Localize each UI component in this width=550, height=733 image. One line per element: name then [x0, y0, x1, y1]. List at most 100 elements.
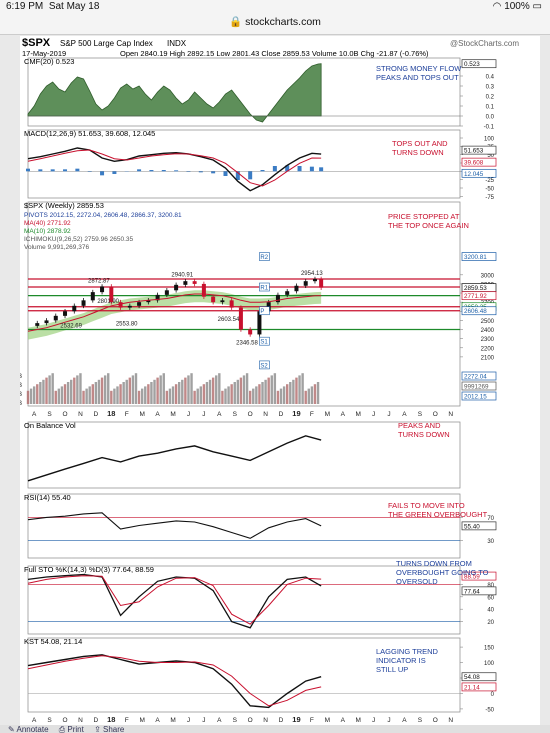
sto-tick-label: 60	[487, 595, 494, 601]
price-candle-body	[146, 300, 151, 303]
obv-note: PEAKS AND TURNS DOWN	[398, 421, 450, 439]
sto-k-value: 77.64	[464, 588, 480, 595]
volume-bar	[29, 388, 33, 404]
rsi-tick-label: 30	[487, 539, 494, 545]
rsi-tick-label: 70	[487, 516, 494, 522]
annotate-button[interactable]: ✎ Annotate	[8, 725, 49, 733]
month-axis-label: N	[448, 411, 453, 418]
sto-note: TURNS DOWN FROM OVERBOUGHT GOING TO OVERSO…	[396, 559, 489, 586]
volume-bar	[70, 379, 73, 404]
pivot-tag-box	[259, 282, 270, 292]
volume-bar	[131, 375, 135, 404]
ma10-label: MA(10) 2878.92	[24, 228, 71, 235]
month-axis-label: N	[78, 411, 83, 418]
macd-histogram-bar	[235, 171, 240, 180]
price-candle-body	[63, 311, 68, 316]
volume-bar	[215, 375, 218, 404]
cmf-label: CMF(20) 0.523	[24, 57, 74, 66]
obv-label: On Balance Vol	[24, 421, 76, 430]
pivot-tag: R2	[260, 255, 268, 261]
pivots-label: PIVOTS 2012.15, 2272.04, 2606.48, 2866.3…	[24, 212, 182, 219]
month-axis-label: M	[170, 411, 175, 418]
address-bar[interactable]: 🔒 stockcharts.com	[0, 14, 550, 35]
volume-bar	[282, 386, 286, 404]
volume-bar	[181, 379, 184, 404]
month-axis-label: D	[94, 717, 99, 724]
index-name: S&P 500 Large Cap Index	[60, 39, 153, 48]
volume-bar	[236, 379, 240, 404]
price-point-label: 2532.69	[60, 323, 82, 329]
volume-bar	[218, 373, 221, 404]
volume-bar	[184, 377, 187, 404]
price-right-tag-box	[461, 391, 497, 401]
price-right-tag: 2272.04	[464, 374, 487, 381]
volume-bar	[196, 388, 199, 404]
volume-bar	[310, 386, 314, 404]
price-candle-body	[312, 278, 317, 282]
volume-bar	[178, 382, 181, 404]
volume-bar	[76, 375, 79, 404]
price-right-tag-box	[461, 252, 497, 261]
battery-icon: ▭	[532, 1, 542, 12]
macd-tick-label: -50	[485, 187, 494, 193]
volume-bar	[45, 377, 48, 404]
ma40-line	[27, 293, 322, 332]
price-candle-body	[164, 290, 169, 295]
sto-d-line	[27, 575, 322, 625]
kst-note: LAGGING TREND INDICATOR IS STILL UP	[376, 647, 439, 674]
print-button[interactable]: ⎙ Print	[58, 725, 84, 733]
price-right-tag: 9991269	[464, 384, 489, 391]
stockchart-svg: $SPX S&P 500 Large Cap Index INDX @Stock…	[11, 37, 519, 724]
volume-bar	[116, 386, 119, 404]
month-axis-label: M	[325, 411, 330, 418]
macd-histogram-bar	[309, 166, 314, 172]
volume-bar	[233, 382, 236, 404]
month-axis-label: N	[78, 717, 83, 724]
volume-bar	[245, 373, 249, 404]
month-axis-label: A	[402, 411, 407, 418]
pivot-tag: S1	[260, 340, 268, 346]
macd-histogram-bar	[319, 167, 324, 172]
volume-bar	[128, 377, 132, 404]
cmf-tick-label: 0.2	[486, 95, 495, 101]
volume-bar	[100, 377, 104, 404]
macd-histogram-bar	[149, 170, 154, 172]
sto-tick-label: 80	[487, 583, 494, 589]
price-candle-body	[109, 286, 114, 303]
price-frame	[27, 201, 461, 407]
month-axis-label: N	[448, 717, 453, 724]
month-axis-label: N	[263, 411, 268, 418]
kst-signal-value-box	[461, 682, 497, 692]
macd-histogram-bar	[198, 171, 203, 173]
macd-last-value-box	[461, 145, 497, 155]
month-axis-label: S	[47, 411, 52, 418]
price-note: PRICE STOPPED AT THE TOP ONCE AGAIN	[388, 212, 469, 230]
index-exchange: INDX	[167, 39, 187, 48]
month-axis-label: M	[139, 411, 144, 418]
volume-bar	[224, 388, 227, 404]
sto-label: Full STO %K(14,3) %D(3) 77.64, 88.59	[24, 565, 154, 574]
price-right-tag-box	[461, 381, 497, 391]
macd-histogram-bar	[161, 170, 166, 172]
macd-histogram-bar	[87, 171, 92, 172]
price-label: $SPX (Weekly) 2859.53	[24, 201, 104, 210]
pivot-tag-box	[259, 336, 270, 346]
kst-tick-label: 100	[484, 661, 495, 667]
sto-tick-label: 40	[487, 608, 494, 614]
month-axis-label: O	[248, 411, 253, 418]
volume-bar	[54, 390, 57, 404]
volume-bar	[264, 379, 267, 404]
price-right-tag: 2859.53	[464, 285, 487, 292]
volume-bar	[94, 382, 98, 404]
month-axis-label: M	[325, 717, 330, 724]
volume-bar	[307, 388, 310, 404]
volume-bar	[273, 373, 277, 404]
macd-histogram-bar	[248, 171, 253, 180]
copyright-label: @StockCharts.com	[450, 39, 519, 48]
month-axis-label: D	[279, 411, 284, 418]
share-button[interactable]: ⇪ Share	[94, 725, 125, 733]
month-axis-label: J	[202, 411, 205, 418]
price-candle-body	[127, 305, 132, 308]
month-axis-label: F	[125, 717, 129, 724]
volume-bar	[48, 375, 51, 404]
